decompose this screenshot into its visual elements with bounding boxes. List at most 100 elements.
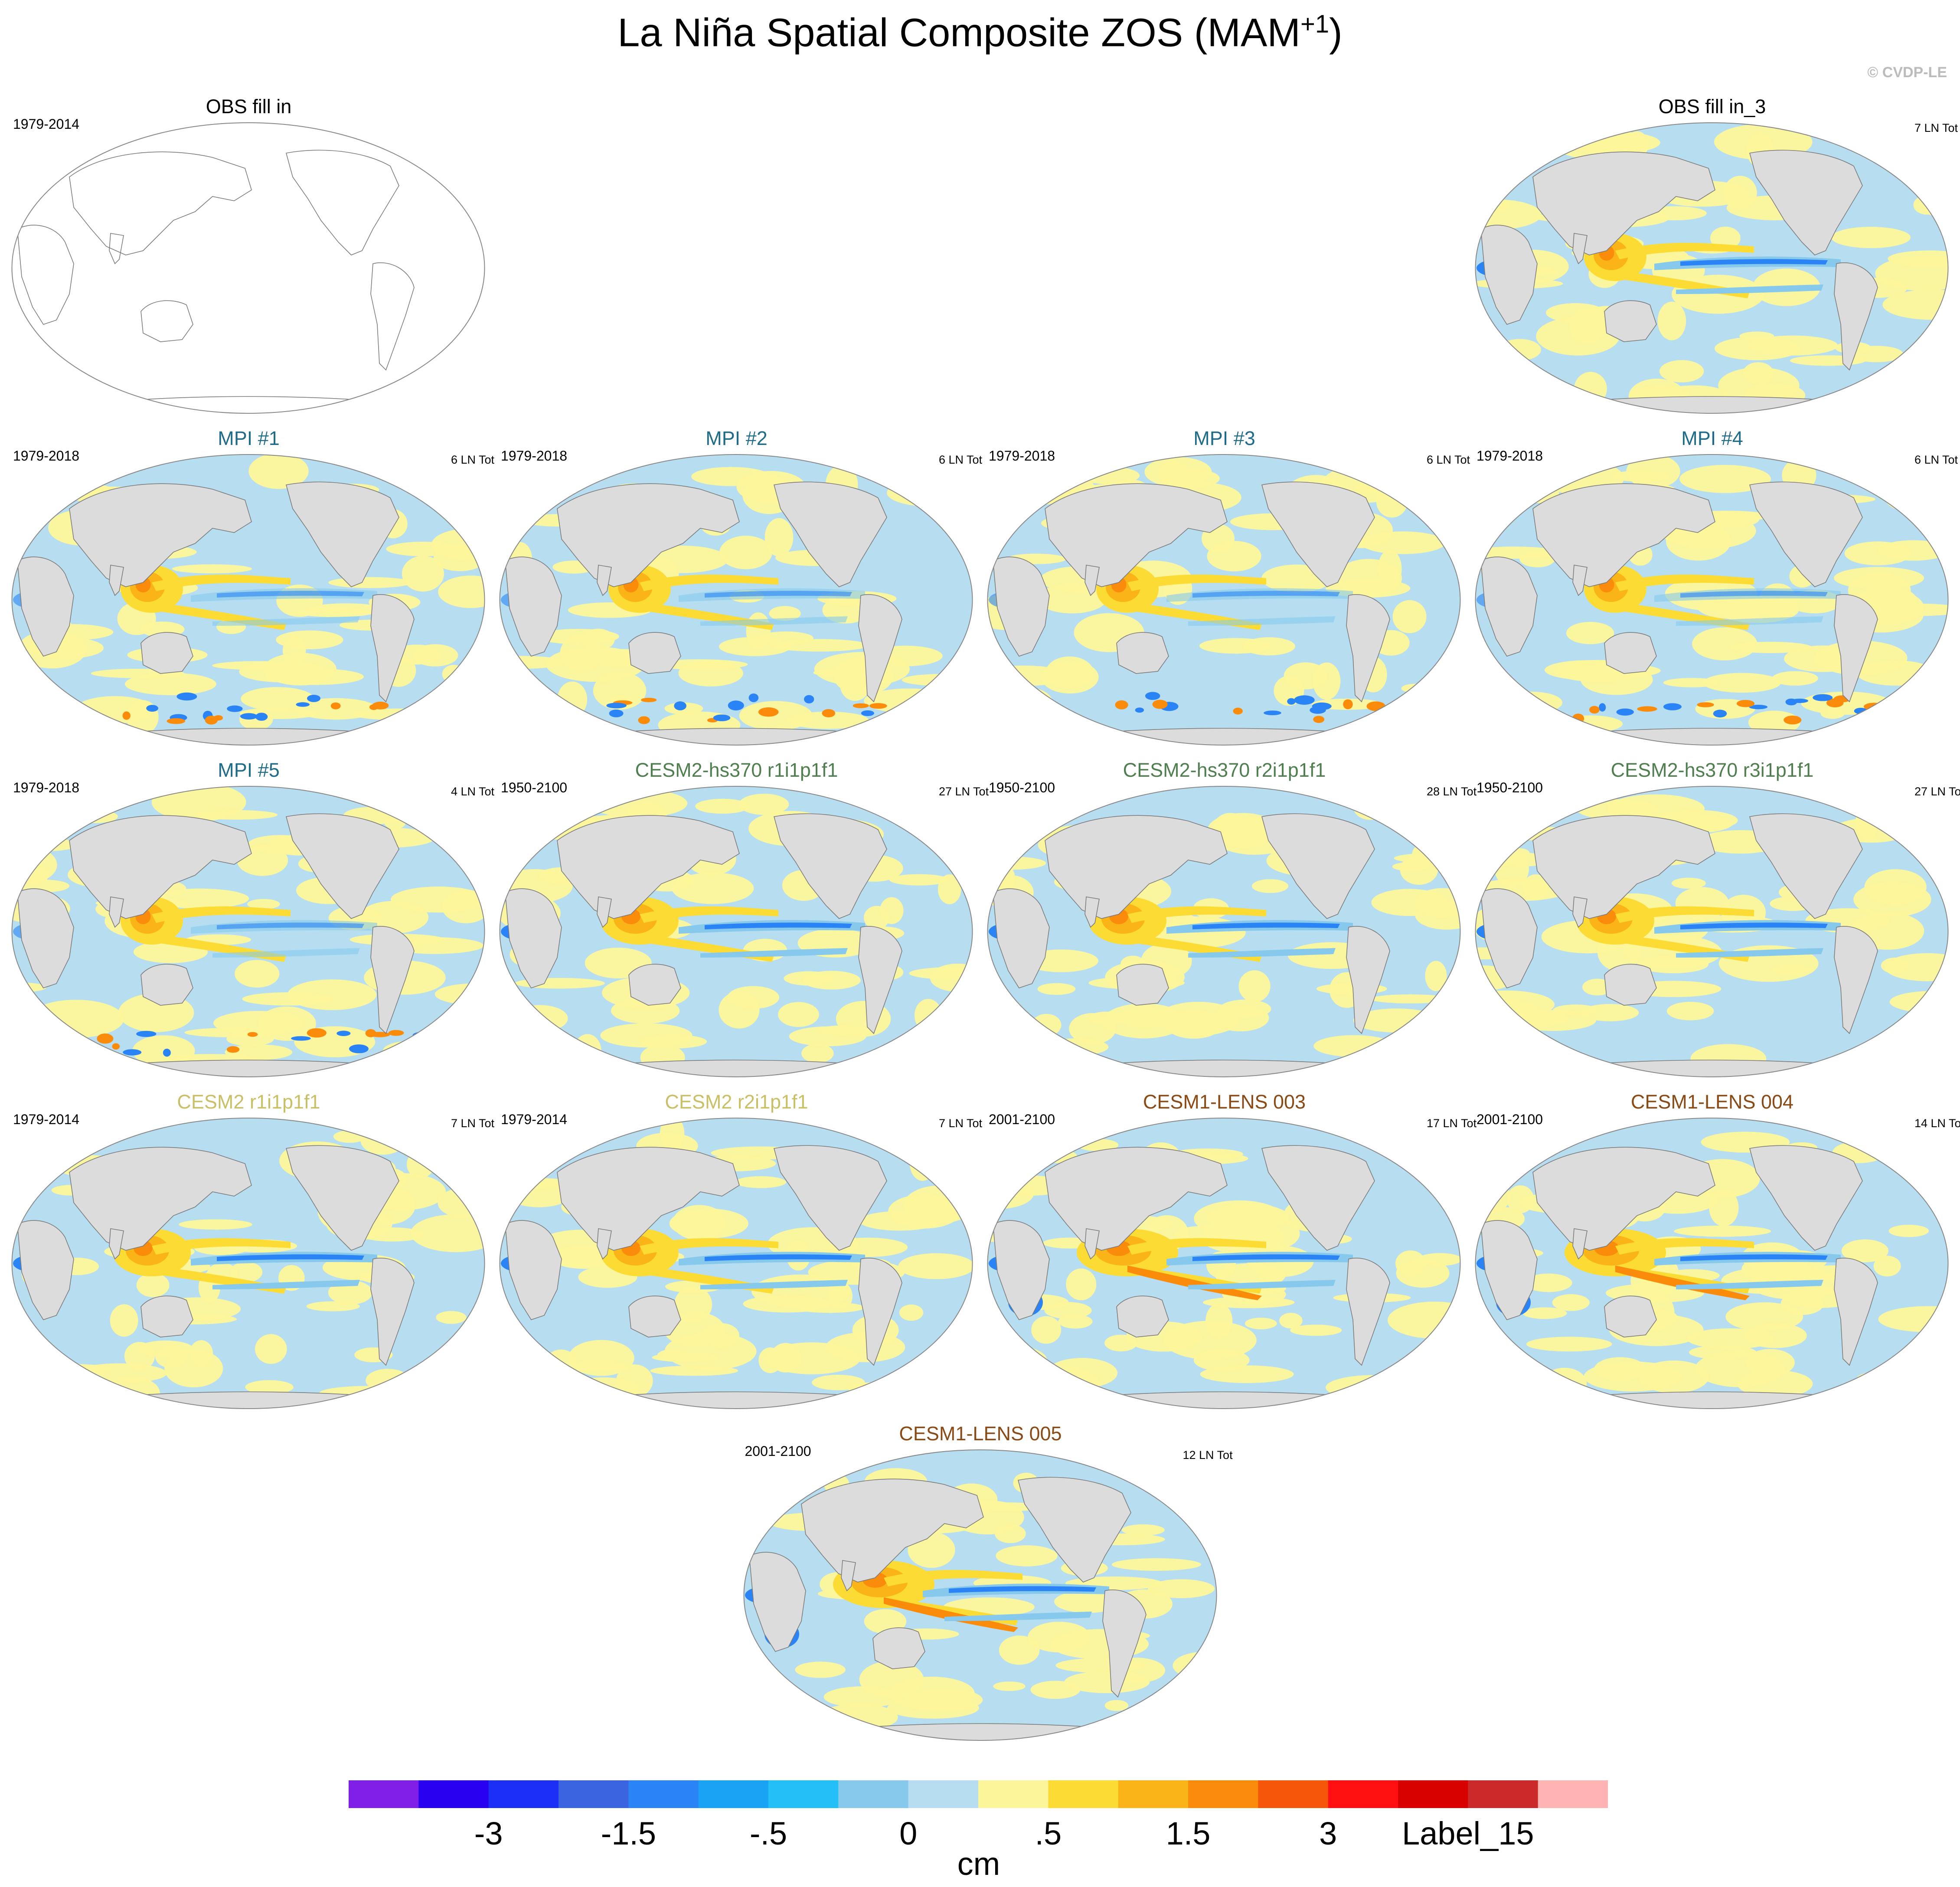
- colorbar-swatch: [978, 1780, 1049, 1808]
- panel-event-count: 6 LN Tot: [939, 453, 983, 466]
- panel-event-count: 7 LN Tot: [451, 1117, 495, 1130]
- map-field: [12, 786, 485, 1077]
- map-mpi1: [11, 454, 485, 746]
- colorbar-swatch: [1188, 1780, 1258, 1808]
- map-hs3: [1475, 786, 1949, 1077]
- map-field: [12, 123, 485, 413]
- map-hs1: [499, 786, 973, 1077]
- panel-title: MPI #5: [218, 759, 280, 781]
- main-title: La Niña Spatial Composite ZOS (MAM+1): [0, 10, 1960, 56]
- map-mpi2: [499, 454, 973, 746]
- colorbar-tick-label: .5: [1035, 1815, 1062, 1851]
- panel-title: CESM1-LENS 005: [899, 1423, 1062, 1445]
- map-l005: [743, 1449, 1217, 1741]
- panel-event-count: 7 LN Tot: [1914, 121, 1958, 134]
- panel-years: 1979-2014: [501, 1112, 568, 1127]
- map-panel-hs2: CESM2-hs370 r2i1p1f1 1950-2100 28 LN Tot: [980, 759, 1477, 1077]
- map-panel-hs3: CESM2-hs370 r3i1p1f1 1950-2100 27 LN Tot: [1468, 759, 1960, 1077]
- map-panel-mpi5: MPI #5 1979-2018 4 LN Tot: [4, 759, 495, 1077]
- colorbar-tick-label: 3: [1319, 1815, 1337, 1851]
- map-panel-l004: CESM1-LENS 004 2001-2100 14 LN Tot: [1468, 1091, 1960, 1409]
- map-c2r2: [499, 1118, 973, 1409]
- colorbar-swatch: [1258, 1780, 1329, 1808]
- map-obs1: [11, 122, 485, 414]
- panel-title: CESM2 r1i1p1f1: [177, 1091, 320, 1113]
- map-panel-c2r1: CESM2 r1i1p1f1 1979-2014 7 LN Tot: [4, 1091, 495, 1409]
- title-end: ): [1329, 10, 1343, 55]
- colorbar-swatch: [1538, 1780, 1608, 1808]
- panel-years: 1979-2018: [13, 448, 80, 464]
- panel-title: OBS fill in: [206, 95, 292, 118]
- panel-event-count: 4 LN Tot: [451, 785, 495, 798]
- map-l004: [1475, 1118, 1949, 1409]
- panel-event-count: 27 LN Tot: [939, 785, 989, 798]
- map-field: [987, 1118, 1460, 1409]
- panel-years: 1979-2014: [13, 1112, 80, 1127]
- panel-event-count: 6 LN Tot: [1914, 453, 1958, 466]
- map-c2r1: [11, 1118, 485, 1409]
- map-mpi3: [987, 454, 1461, 746]
- panel-years: 1979-2018: [501, 448, 568, 464]
- panel-title: CESM1-LENS 003: [1143, 1091, 1306, 1113]
- panel-years: 1979-2018: [989, 448, 1055, 464]
- colorbar-tick-label: 0: [899, 1815, 918, 1851]
- panel-title: CESM2-hs370 r3i1p1f1: [1610, 759, 1814, 781]
- colorbar-swatch: [1398, 1780, 1468, 1808]
- colorbar-swatch: [1468, 1780, 1539, 1808]
- colorbar-swatch: [559, 1780, 629, 1808]
- panel-event-count: 28 LN Tot: [1427, 785, 1477, 798]
- panel-title: CESM2 r2i1p1f1: [665, 1091, 808, 1113]
- colorbar-swatch: [698, 1780, 769, 1808]
- panel-title: OBS fill in_3: [1658, 95, 1766, 118]
- colorbar-swatch: [418, 1780, 489, 1808]
- map-field: [1475, 455, 1948, 745]
- map-l003: [987, 1118, 1461, 1409]
- panel-event-count: 12 LN Tot: [1183, 1449, 1233, 1462]
- panel-title: MPI #2: [706, 427, 768, 449]
- panel-years: 2001-2100: [1477, 1112, 1543, 1127]
- colorbar-swatch: [1118, 1780, 1189, 1808]
- map-field: [12, 1118, 485, 1409]
- colorbar-units: cm: [957, 1846, 1000, 1882]
- panel-years: 2001-2100: [989, 1112, 1055, 1127]
- map-field: [500, 1118, 973, 1409]
- watermark: © CVDP-LE: [1867, 64, 1947, 81]
- map-mpi5: [11, 786, 485, 1077]
- map-panel-l005: CESM1-LENS 005 2001-2100 12 LN Tot: [736, 1423, 1233, 1741]
- panel-years: 1950-2100: [501, 780, 568, 795]
- colorbar-swatch: [349, 1780, 419, 1808]
- colorbar-tick-label: 1.5: [1166, 1815, 1211, 1851]
- map-panel-mpi4: MPI #4 1979-2018 6 LN Tot: [1468, 427, 1958, 746]
- panel-event-count: 27 LN Tot: [1914, 785, 1960, 798]
- map-panel-c2r2: CESM2 r2i1p1f1 1979-2014 7 LN Tot: [492, 1091, 983, 1409]
- colorbar-swatch: [1328, 1780, 1398, 1808]
- map-field: [987, 455, 1460, 745]
- colorbar-swatch: [768, 1780, 839, 1808]
- title-superscript: +1: [1300, 10, 1330, 38]
- map-panel-mpi2: MPI #2 1979-2018 6 LN Tot: [492, 427, 983, 746]
- panel-title: CESM2-hs370 r2i1p1f1: [1123, 759, 1326, 781]
- colorbar: [349, 1780, 1608, 1810]
- panel-title: MPI #3: [1193, 427, 1255, 449]
- map-field: [1475, 1118, 1948, 1409]
- map-field: [12, 455, 485, 745]
- panel-years: 1979-2018: [13, 780, 80, 795]
- map-hs2: [987, 786, 1461, 1077]
- panel-event-count: 7 LN Tot: [939, 1117, 983, 1130]
- map-field: [500, 786, 973, 1077]
- panel-years: 1979-2014: [13, 116, 80, 132]
- panel-title: CESM2-hs370 r1i1p1f1: [635, 759, 838, 781]
- map-panel-l003: CESM1-LENS 003 2001-2100 17 LN Tot: [980, 1091, 1477, 1409]
- map-field: [744, 1450, 1216, 1740]
- title-main: La Niña Spatial Composite ZOS (MAM: [617, 10, 1300, 55]
- map-obs3: [1475, 122, 1949, 414]
- map-mpi4: [1475, 454, 1949, 746]
- panel-title: MPI #1: [218, 427, 280, 449]
- map-field: [1475, 786, 1948, 1077]
- colorbar-swatch: [488, 1780, 559, 1808]
- panel-title: MPI #4: [1681, 427, 1743, 449]
- colorbar-swatch: [838, 1780, 909, 1808]
- panel-event-count: 17 LN Tot: [1427, 1117, 1477, 1130]
- map-panel-obs1: OBS fill in 1979-2014: [4, 95, 493, 414]
- map-panel-mpi1: MPI #1 1979-2018 6 LN Tot: [4, 427, 494, 746]
